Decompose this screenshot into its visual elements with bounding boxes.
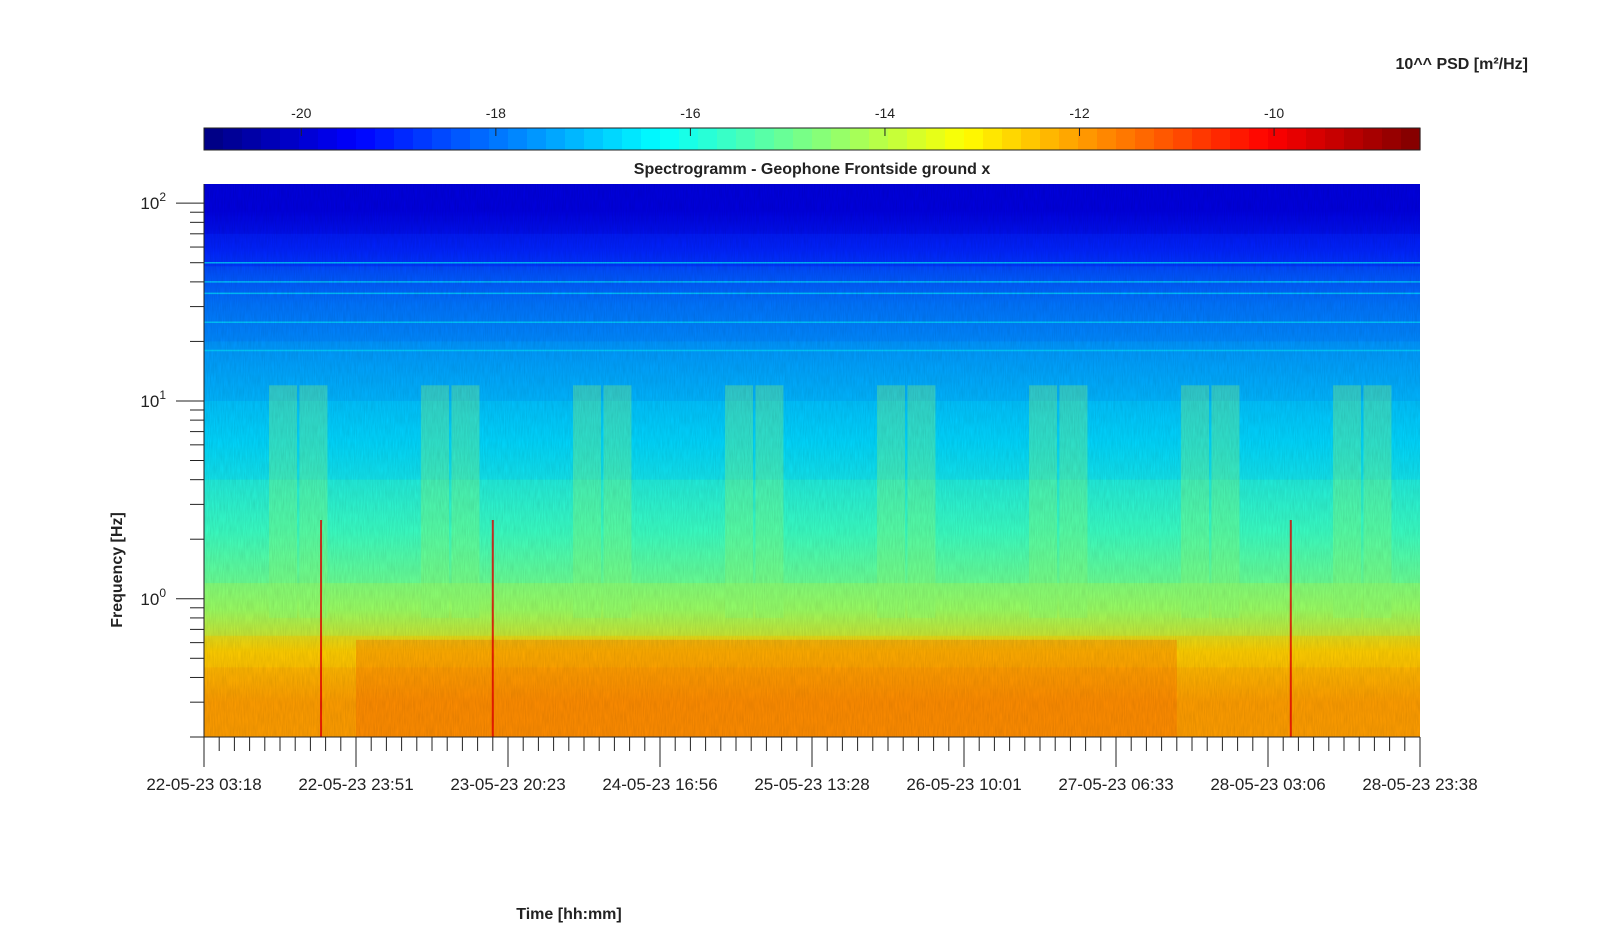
colorbar-cell	[1173, 128, 1193, 150]
colorbar-cell	[1401, 128, 1421, 150]
colorbar-cell	[337, 128, 357, 150]
colorbar-cell	[1135, 128, 1155, 150]
colorbar-cell	[489, 128, 509, 150]
colorbar-cell	[1249, 128, 1269, 150]
colorbar-cell	[204, 128, 224, 150]
x-tick-label: 28-05-23 23:38	[1362, 775, 1477, 794]
colorbar-cell	[318, 128, 338, 150]
colorbar-cell	[793, 128, 813, 150]
colorbar-cell	[394, 128, 414, 150]
colorbar-label: 10^^ PSD [m²/Hz]	[1396, 56, 1528, 73]
colorbar-cell	[641, 128, 661, 150]
colorbar-cell	[413, 128, 433, 150]
colorbar-cell	[546, 128, 566, 150]
colorbar-gradient	[204, 128, 1421, 150]
colorbar-cell	[774, 128, 794, 150]
colorbar-cell	[1344, 128, 1364, 150]
colorbar-cell	[1268, 128, 1288, 150]
colorbar-tick-label: -18	[486, 105, 506, 121]
colorbar-cell	[869, 128, 889, 150]
colorbar-cell	[1306, 128, 1326, 150]
colorbar-cell	[622, 128, 642, 150]
colorbar-cell	[1287, 128, 1307, 150]
colorbar-cell	[280, 128, 300, 150]
colorbar-cell	[1059, 128, 1079, 150]
x-tick-label: 22-05-23 03:18	[146, 775, 261, 794]
colorbar-cell	[717, 128, 737, 150]
colorbar-cell	[1382, 128, 1402, 150]
colorbar-cell	[1040, 128, 1060, 150]
colorbar-cell	[375, 128, 395, 150]
x-tick-label: 22-05-23 23:51	[298, 775, 413, 794]
colorbar-cell	[1154, 128, 1174, 150]
y-axis-label: Frequency [Hz]	[109, 512, 126, 628]
colorbar-cell	[679, 128, 699, 150]
x-tick-label: 23-05-23 20:23	[450, 775, 565, 794]
colorbar-cell	[964, 128, 984, 150]
x-axis: 22-05-23 03:18 22-05-23 23:51 23-05-23 20:…	[146, 736, 1478, 794]
colorbar-cell	[508, 128, 528, 150]
colorbar-tick-label: -10	[1264, 105, 1284, 121]
heatmap-texture	[204, 184, 1420, 737]
colorbar-cell	[907, 128, 927, 150]
colorbar-cell	[527, 128, 547, 150]
colorbar-cell	[736, 128, 756, 150]
x-tick-label: 26-05-23 10:01	[906, 775, 1021, 794]
colorbar-cell	[1116, 128, 1136, 150]
colorbar-cell	[831, 128, 851, 150]
colorbar-cell	[888, 128, 908, 150]
chart-title: Spectrogramm - Geophone Frontside ground…	[634, 161, 991, 178]
colorbar-cell	[850, 128, 870, 150]
colorbar-tick-label: -12	[1069, 105, 1089, 121]
colorbar-cell	[1078, 128, 1098, 150]
colorbar-cell	[261, 128, 281, 150]
colorbar-cell	[1230, 128, 1250, 150]
colorbar-cell	[299, 128, 319, 150]
colorbar-cell	[223, 128, 243, 150]
x-axis-label: Time [hh:mm]	[516, 906, 621, 923]
colorbar-cell	[1325, 128, 1345, 150]
colorbar-tick-label: -14	[875, 105, 895, 121]
colorbar-cell	[1002, 128, 1022, 150]
colorbar-cell	[470, 128, 490, 150]
x-tick-label: 28-05-23 03:06	[1210, 775, 1325, 794]
colorbar-cell	[660, 128, 680, 150]
colorbar-cell	[356, 128, 376, 150]
colorbar-tick-label: -16	[680, 105, 700, 121]
x-tick-label: 24-05-23 16:56	[602, 775, 717, 794]
spectrogram-plot	[204, 184, 1420, 737]
y-tick-label: 100	[140, 586, 166, 609]
colorbar-tick-label: -20	[291, 105, 311, 121]
colorbar-cell	[1211, 128, 1231, 150]
colorbar-cell	[242, 128, 262, 150]
colorbar-cell	[1363, 128, 1383, 150]
colorbar-cell	[1097, 128, 1117, 150]
colorbar-cell	[432, 128, 452, 150]
x-tick-label: 27-05-23 06:33	[1058, 775, 1173, 794]
colorbar-cell	[1021, 128, 1041, 150]
colorbar-cell	[565, 128, 585, 150]
colorbar-cell	[1192, 128, 1212, 150]
colorbar-cell	[603, 128, 623, 150]
colorbar-cell	[584, 128, 604, 150]
colorbar: -20 -18 -16 -14 -12 -10	[203, 105, 1421, 151]
y-tick-label: 102	[140, 190, 166, 213]
y-tick-label: 101	[140, 388, 166, 411]
colorbar-cell	[755, 128, 775, 150]
colorbar-cell	[926, 128, 946, 150]
colorbar-cell	[945, 128, 965, 150]
x-tick-label: 25-05-23 13:28	[754, 775, 869, 794]
colorbar-cell	[983, 128, 1003, 150]
colorbar-cell	[451, 128, 471, 150]
colorbar-cell	[698, 128, 718, 150]
colorbar-ticks: -20 -18 -16 -14 -12 -10	[291, 105, 1284, 136]
colorbar-cell	[812, 128, 832, 150]
y-axis: 100 101 102	[140, 184, 205, 738]
